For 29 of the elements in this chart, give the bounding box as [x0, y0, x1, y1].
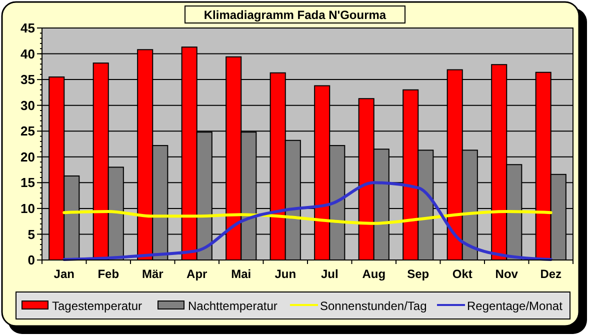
x-tick-label: Jul: [320, 267, 338, 281]
y-tick-label: 0: [28, 252, 35, 268]
line-series: [62, 181, 552, 261]
y-tick-label: 40: [20, 46, 35, 62]
y-tick-label: 45: [20, 20, 35, 36]
y-tick-label: 15: [20, 175, 35, 190]
x-tick-label: Okt: [452, 267, 472, 281]
y-tick-label: 30: [20, 98, 35, 113]
x-tick-label: Dez: [540, 267, 562, 281]
x-tick-label: Jan: [54, 267, 74, 281]
x-tick-label: Nov: [495, 267, 518, 281]
x-tick-label: Aug: [362, 267, 386, 281]
y-tick-label: 35: [20, 72, 35, 88]
y-tick-label: 20: [20, 149, 35, 164]
chart-title: Klimadiagramm Fada N'Gourma: [204, 8, 386, 22]
x-tick-label: Jun: [274, 267, 296, 281]
y-tick-label: 25: [20, 124, 35, 139]
x-tick-label: Mär: [142, 267, 164, 281]
line-series: [62, 210, 552, 225]
y-tick-label: 5: [28, 226, 35, 242]
x-tick-label: Mai: [231, 267, 252, 281]
y-tick-label: 10: [20, 200, 35, 216]
legend-label: Nachttemperatur: [188, 299, 278, 313]
x-tick-label: Feb: [98, 267, 120, 281]
x-tick-label: Sep: [407, 267, 430, 281]
legend-label: Sonnenstunden/Tag: [320, 299, 427, 313]
x-tick-label: Apr: [186, 267, 208, 281]
legend-label: Tagestemperatur: [52, 299, 142, 313]
legend-label: Regentage/Monat: [467, 299, 564, 313]
